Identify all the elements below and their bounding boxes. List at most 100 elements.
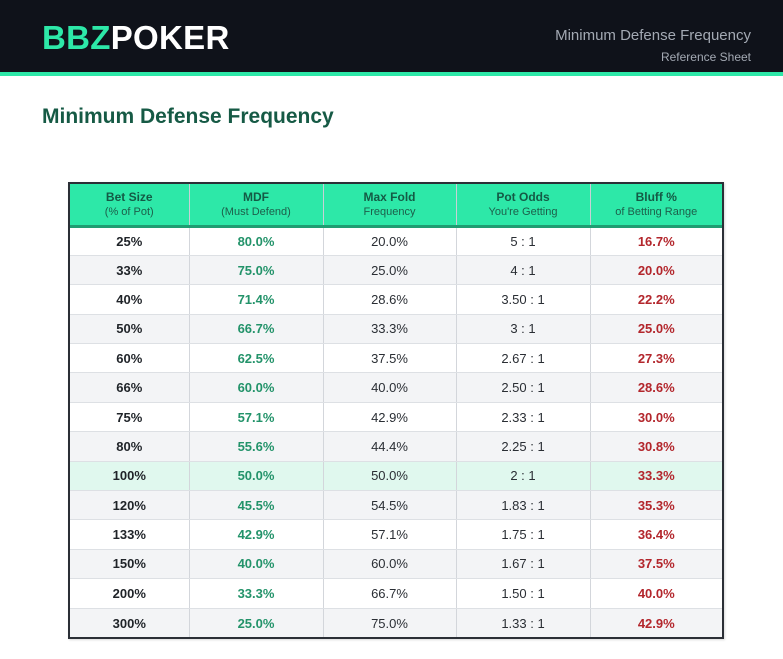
- max-fold-cell: 28.6%: [323, 284, 457, 315]
- table-row: 150% 40.0% 60.0% 1.67 : 1 37.5%: [70, 549, 722, 580]
- bet-size-cell: 50%: [70, 314, 190, 345]
- max-fold-cell: 40.0%: [323, 372, 457, 403]
- mdf-cell: 57.1%: [189, 402, 324, 433]
- brand-logo[interactable]: BBZPOKER: [42, 20, 230, 56]
- mdf-cell: 75.0%: [189, 255, 324, 286]
- bet-size-cell: 80%: [70, 431, 190, 462]
- mdf-table-container: Bet Size (% of Pot) MDF (Must Defend) Ma…: [68, 182, 724, 640]
- bluff-pct-cell: 30.8%: [590, 431, 722, 462]
- pot-odds-cell: 1.33 : 1: [456, 608, 591, 638]
- mdf-cell: 40.0%: [189, 549, 324, 580]
- column-header-sublabel: of Betting Range: [615, 205, 698, 218]
- header-row: Bet Size (% of Pot) MDF (Must Defend) Ma…: [70, 184, 722, 228]
- bet-size-cell: 40%: [70, 284, 190, 315]
- column-header-label: MDF: [243, 189, 269, 204]
- bet-size-cell: 75%: [70, 402, 190, 433]
- mdf-cell: 62.5%: [189, 343, 324, 374]
- bluff-pct-cell: 35.3%: [590, 490, 722, 521]
- table-row: 60% 62.5% 37.5% 2.67 : 1 27.3%: [70, 343, 722, 374]
- column-header-label: Bluff %: [635, 189, 677, 204]
- mdf-cell: 66.7%: [189, 314, 324, 345]
- table-row: 50% 66.7% 33.3% 3 : 1 25.0%: [70, 314, 722, 345]
- table-header: Bet Size (% of Pot) MDF (Must Defend) Ma…: [70, 184, 722, 228]
- max-fold-cell: 33.3%: [323, 314, 457, 345]
- bet-size-cell: 150%: [70, 549, 190, 580]
- bluff-pct-cell: 28.6%: [590, 372, 722, 403]
- pot-odds-cell: 5 : 1: [456, 226, 591, 256]
- bluff-pct-cell: 36.4%: [590, 519, 722, 550]
- bluff-pct-cell: 37.5%: [590, 549, 722, 580]
- mdf-cell: 60.0%: [189, 372, 324, 403]
- column-header-bet-size: Bet Size (% of Pot): [70, 184, 190, 228]
- max-fold-cell: 54.5%: [323, 490, 457, 521]
- bluff-pct-cell: 22.2%: [590, 284, 722, 315]
- pot-odds-cell: 2.25 : 1: [456, 431, 591, 462]
- pot-odds-cell: 2.33 : 1: [456, 402, 591, 433]
- mdf-cell: 25.0%: [189, 608, 324, 638]
- table-row: 40% 71.4% 28.6% 3.50 : 1 22.2%: [70, 284, 722, 315]
- pot-odds-cell: 1.67 : 1: [456, 549, 591, 580]
- table-row-highlighted: 100% 50.0% 50.0% 2 : 1 33.3%: [70, 461, 722, 492]
- max-fold-cell: 25.0%: [323, 255, 457, 286]
- max-fold-cell: 44.4%: [323, 431, 457, 462]
- column-header-label: Max Fold: [363, 189, 416, 204]
- bet-size-cell: 133%: [70, 519, 190, 550]
- site-header: BBZPOKER Minimum Defense Frequency Refer…: [0, 0, 783, 76]
- column-header-label: Bet Size: [105, 189, 153, 204]
- column-header-sublabel: (% of Pot): [104, 205, 154, 218]
- mdf-cell: 42.9%: [189, 519, 324, 550]
- column-header-sublabel: (Must Defend): [221, 205, 291, 218]
- bet-size-cell: 120%: [70, 490, 190, 521]
- pot-odds-cell: 1.83 : 1: [456, 490, 591, 521]
- max-fold-cell: 66.7%: [323, 578, 457, 609]
- max-fold-cell: 50.0%: [323, 461, 457, 492]
- column-header-max-fold: Max Fold Frequency: [323, 184, 457, 228]
- bet-size-cell: 33%: [70, 255, 190, 286]
- bluff-pct-cell: 25.0%: [590, 314, 722, 345]
- pot-odds-cell: 2 : 1: [456, 461, 591, 492]
- pot-odds-cell: 3.50 : 1: [456, 284, 591, 315]
- pot-odds-cell: 2.50 : 1: [456, 372, 591, 403]
- bet-size-cell: 200%: [70, 578, 190, 609]
- pot-odds-cell: 2.67 : 1: [456, 343, 591, 374]
- table-row: 33% 75.0% 25.0% 4 : 1 20.0%: [70, 255, 722, 286]
- header-info: Minimum Defense Frequency Reference Shee…: [555, 27, 751, 64]
- bluff-pct-cell: 40.0%: [590, 578, 722, 609]
- bluff-pct-cell: 42.9%: [590, 608, 722, 638]
- mdf-cell: 45.5%: [189, 490, 324, 521]
- bluff-pct-cell: 27.3%: [590, 343, 722, 374]
- column-header-mdf: MDF (Must Defend): [189, 184, 324, 228]
- max-fold-cell: 42.9%: [323, 402, 457, 433]
- mdf-cell: 33.3%: [189, 578, 324, 609]
- column-header-pot-odds: Pot Odds You're Getting: [456, 184, 591, 228]
- bluff-pct-cell: 30.0%: [590, 402, 722, 433]
- logo-accent-text: BBZ: [42, 19, 111, 56]
- column-header-sublabel: You're Getting: [488, 205, 558, 218]
- table-row: 25% 80.0% 20.0% 5 : 1 16.7%: [70, 226, 722, 256]
- bet-size-cell: 60%: [70, 343, 190, 374]
- table-row: 75% 57.1% 42.9% 2.33 : 1 30.0%: [70, 402, 722, 433]
- table-body: 25% 80.0% 20.0% 5 : 1 16.7% 33% 75.0% 25.0% 4 : …: [70, 226, 722, 638]
- pot-odds-cell: 1.50 : 1: [456, 578, 591, 609]
- pot-odds-cell: 3 : 1: [456, 314, 591, 345]
- bluff-pct-cell: 20.0%: [590, 255, 722, 286]
- bluff-pct-cell: 33.3%: [590, 461, 722, 492]
- table-row: 66% 60.0% 40.0% 2.50 : 1 28.6%: [70, 372, 722, 403]
- table-row: 120% 45.5% 54.5% 1.83 : 1 35.3%: [70, 490, 722, 521]
- column-header-bluff-pct: Bluff % of Betting Range: [590, 184, 722, 228]
- bet-size-cell: 66%: [70, 372, 190, 403]
- bluff-pct-cell: 16.7%: [590, 226, 722, 256]
- mdf-cell: 71.4%: [189, 284, 324, 315]
- bet-size-cell: 300%: [70, 608, 190, 638]
- table-row: 300% 25.0% 75.0% 1.33 : 1 42.9%: [70, 608, 722, 638]
- logo-main-text: POKER: [110, 19, 230, 56]
- bet-size-cell: 25%: [70, 226, 190, 256]
- mdf-cell: 50.0%: [189, 461, 324, 492]
- table-row: 133% 42.9% 57.1% 1.75 : 1 36.4%: [70, 519, 722, 550]
- mdf-cell: 80.0%: [189, 226, 324, 256]
- mdf-table: Bet Size (% of Pot) MDF (Must Defend) Ma…: [70, 184, 722, 638]
- max-fold-cell: 60.0%: [323, 549, 457, 580]
- bet-size-cell: 100%: [70, 461, 190, 492]
- pot-odds-cell: 1.75 : 1: [456, 519, 591, 550]
- pot-odds-cell: 4 : 1: [456, 255, 591, 286]
